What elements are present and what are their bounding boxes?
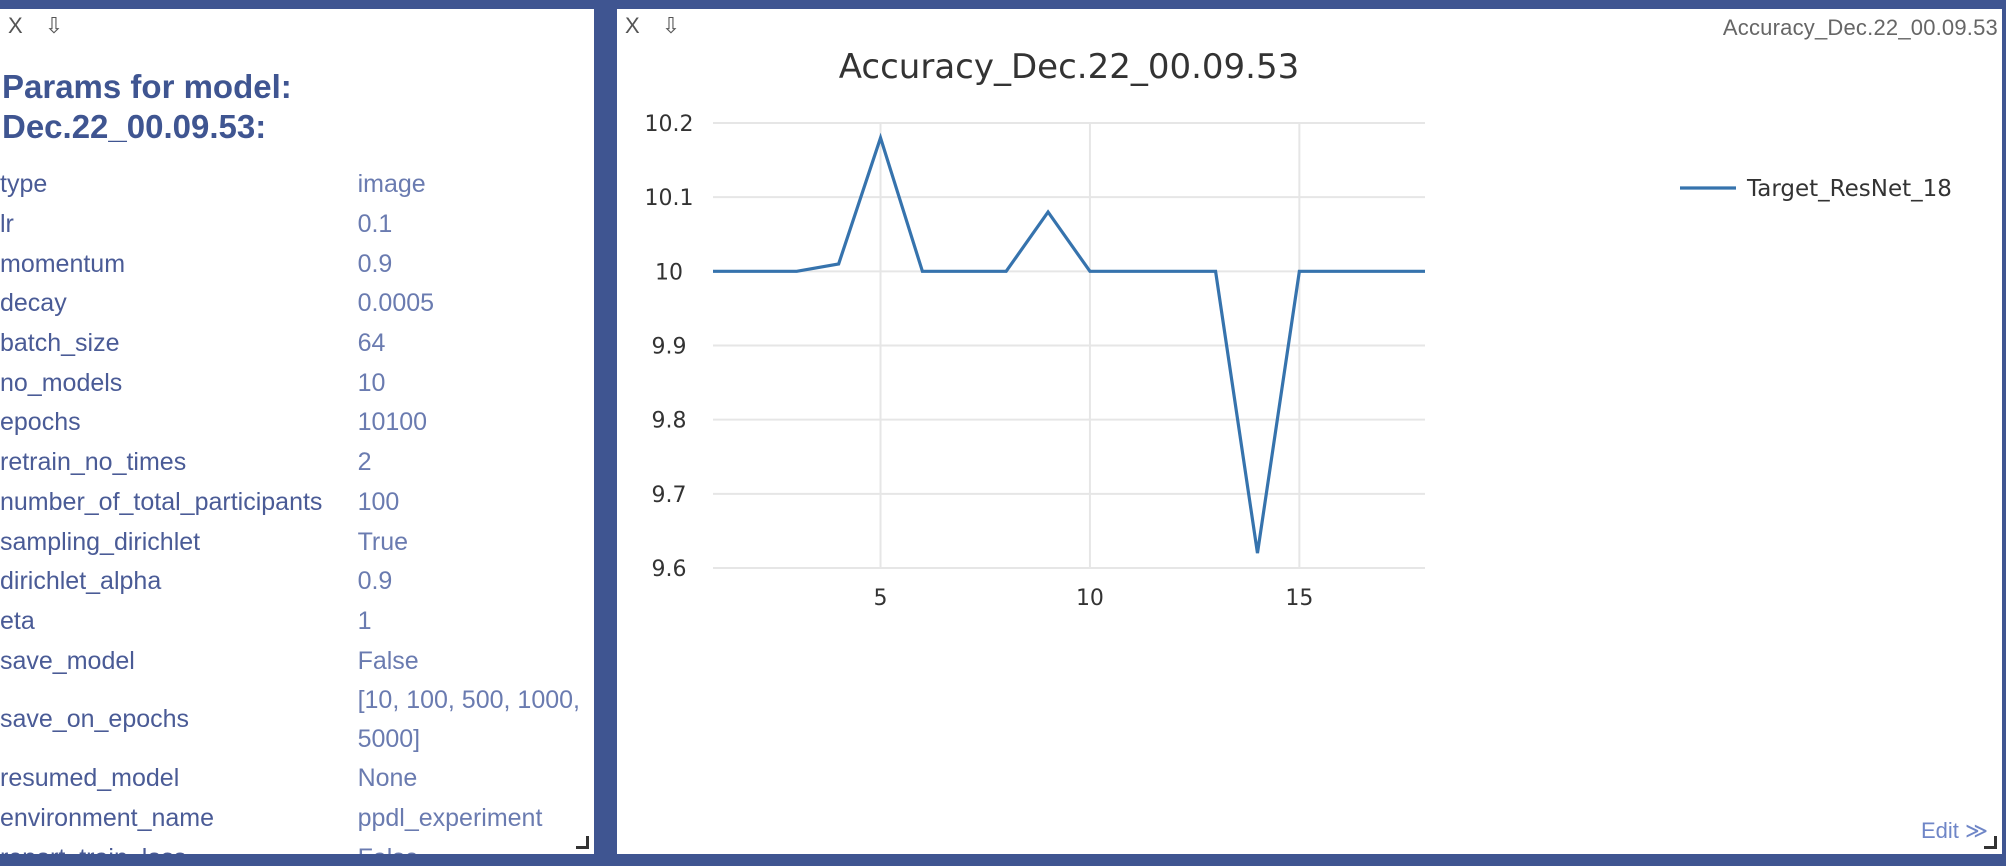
close-icon[interactable]: X <box>625 13 640 38</box>
window-title: Accuracy_Dec.22_00.09.53 <box>1722 15 1998 40</box>
param-value: 2 <box>357 448 372 477</box>
param-value: 64 <box>357 329 386 358</box>
y-tick-label: 10.2 <box>645 112 694 137</box>
param-key: environment_name <box>0 803 215 832</box>
y-tick-label: 9.6 <box>652 557 687 582</box>
param-value: 10 <box>357 368 386 397</box>
download-icon[interactable]: ⇩ <box>661 13 681 38</box>
param-key: decay <box>0 289 67 318</box>
param-value: [10, 100, 500, 1000, 5000] <box>357 685 580 753</box>
download-icon[interactable]: ⇩ <box>44 13 64 38</box>
legend-label: Target_ResNet_18 <box>1746 176 1952 202</box>
y-tick-label: 9.9 <box>652 335 687 360</box>
params-pane-toolbar: X ⇩ <box>8 11 63 41</box>
param-row: lr 0.1 <box>0 205 594 245</box>
params-heading-line2: Dec.22_00.09.53: <box>2 108 267 145</box>
param-key: number_of_total_participants <box>0 487 323 516</box>
param-value: 0.9 <box>357 567 393 596</box>
params-pane: X ⇩ Params for model: Dec.22_00.09.53: t… <box>0 9 594 854</box>
param-key: eta <box>0 606 35 635</box>
param-row: environment_name ppdl_experiment <box>0 799 594 839</box>
param-value: False <box>358 838 594 854</box>
param-row: sampling_dirichlet True <box>0 522 594 562</box>
param-key: no_models <box>0 368 123 397</box>
x-tick-label: 15 <box>1285 586 1313 611</box>
param-key: momentum <box>0 249 126 278</box>
params-table: type image lr 0.1 momentum 0.9 decay 0.0005 batc… <box>0 165 594 854</box>
param-row: no_models 10 <box>0 363 594 403</box>
param-value: None <box>357 764 418 793</box>
y-tick-label: 9.8 <box>652 409 687 434</box>
param-row: momentum 0.9 <box>0 244 594 284</box>
param-value: True <box>357 527 409 556</box>
chart-pane: X ⇩ Accuracy_Dec.22_00.09.53 Accuracy_De… <box>617 9 2002 854</box>
param-row: retrain_no_times 2 <box>0 443 594 483</box>
chart-pane-toolbar: X ⇩ <box>625 11 680 41</box>
param-key: report_train_loss <box>0 838 358 854</box>
x-tick-label: 10 <box>1076 586 1104 611</box>
param-key: save_model <box>0 646 135 675</box>
param-key: type <box>0 170 48 199</box>
param-key: sampling_dirichlet <box>0 527 201 556</box>
param-key: lr <box>0 210 14 239</box>
param-key: save_on_epochs <box>0 705 190 734</box>
accuracy-chart: Accuracy_Dec.22_00.09.53 9.6 9.7 9.8 9.9 10 10… <box>645 47 1952 611</box>
param-key: epochs <box>0 408 81 437</box>
edit-link[interactable]: Edit ≫ <box>1920 818 1988 843</box>
series-line <box>713 132 1425 554</box>
param-row: batch_size 64 <box>0 324 594 364</box>
y-tick-label: 10 <box>655 260 683 285</box>
resize-handle[interactable] <box>576 836 589 849</box>
param-value: 0.1 <box>357 210 393 239</box>
param-row: report_train_lossFalse <box>0 838 594 854</box>
param-value: 0.0005 <box>357 289 435 318</box>
param-value: 0.9 <box>357 249 393 278</box>
param-key: retrain_no_times <box>0 448 187 477</box>
x-tick-label: 5 <box>874 586 888 611</box>
param-row: save_model False <box>0 641 594 681</box>
param-row: type image <box>0 165 594 205</box>
close-icon[interactable]: X <box>8 13 23 38</box>
resize-handle[interactable] <box>1984 836 1997 849</box>
params-heading-line1: Params for model: <box>2 68 292 105</box>
param-value: ppdl_experiment <box>357 803 543 832</box>
param-row: epochs 10100 <box>0 403 594 443</box>
param-row: resumed_model None <box>0 759 594 799</box>
param-row: eta 1 <box>0 602 594 642</box>
param-value: 100 <box>357 487 400 516</box>
param-row: number_of_total_participants 100 <box>0 483 594 523</box>
param-value: 10100 <box>357 408 428 437</box>
param-key: batch_size <box>0 329 120 358</box>
param-value: image <box>357 170 426 199</box>
param-key: dirichlet_alpha <box>0 567 162 596</box>
param-row: save_on_epochs [10, 100, 500, 1000, 5000] <box>0 681 594 759</box>
chart-title: Accuracy_Dec.22_00.09.53 <box>839 47 1300 87</box>
param-value: 1 <box>357 606 372 635</box>
param-row: dirichlet_alpha 0.9 <box>0 562 594 602</box>
param-value: False <box>357 646 419 675</box>
y-tick-label: 9.7 <box>652 483 687 508</box>
param-row: decay 0.0005 <box>0 284 594 324</box>
y-tick-label: 10.1 <box>645 186 694 211</box>
param-key: resumed_model <box>0 764 180 793</box>
params-heading: Params for model: Dec.22_00.09.53: <box>2 67 292 147</box>
